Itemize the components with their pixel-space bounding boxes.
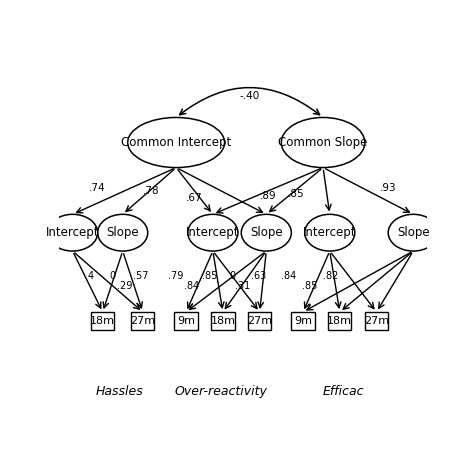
Text: .93: .93 (380, 182, 397, 192)
Text: 27m: 27m (247, 316, 272, 326)
Text: 27m: 27m (364, 316, 389, 326)
Text: .78: .78 (143, 186, 159, 196)
Text: .82: .82 (323, 271, 338, 281)
Ellipse shape (98, 214, 148, 251)
Text: Intercept: Intercept (186, 226, 240, 239)
Text: Intercept: Intercept (46, 226, 100, 239)
Text: Common Intercept: Common Intercept (121, 136, 231, 149)
Text: .89: .89 (260, 191, 276, 201)
Text: Slope: Slope (106, 226, 139, 239)
Ellipse shape (47, 214, 98, 251)
FancyBboxPatch shape (248, 312, 271, 330)
Text: 18m: 18m (210, 316, 236, 326)
Text: Hassles: Hassles (95, 385, 143, 398)
Text: Efficac: Efficac (322, 385, 364, 398)
Text: -.40: -.40 (239, 91, 260, 101)
Text: Intercept: Intercept (303, 226, 356, 239)
Ellipse shape (128, 118, 225, 168)
Text: .85: .85 (202, 271, 217, 281)
FancyBboxPatch shape (292, 312, 315, 330)
Text: Slope: Slope (397, 226, 429, 239)
Text: .85: .85 (302, 281, 318, 291)
Text: .31: .31 (235, 281, 250, 291)
Text: Slope: Slope (250, 226, 283, 239)
FancyBboxPatch shape (328, 312, 351, 330)
FancyBboxPatch shape (365, 312, 388, 330)
FancyArrowPatch shape (180, 88, 319, 115)
Text: .4: .4 (85, 271, 94, 281)
Text: 18m: 18m (327, 316, 352, 326)
FancyBboxPatch shape (131, 312, 155, 330)
Ellipse shape (241, 214, 292, 251)
FancyBboxPatch shape (174, 312, 198, 330)
FancyBboxPatch shape (91, 312, 114, 330)
Ellipse shape (282, 118, 365, 168)
Text: .84: .84 (282, 271, 297, 281)
FancyBboxPatch shape (211, 312, 235, 330)
Text: 9m: 9m (177, 316, 195, 326)
Text: .29: .29 (117, 281, 132, 291)
Ellipse shape (305, 214, 355, 251)
Text: Over-reactivity: Over-reactivity (175, 385, 268, 398)
Text: 18m: 18m (90, 316, 115, 326)
Ellipse shape (188, 214, 238, 251)
Text: .57: .57 (133, 271, 149, 281)
Text: 0: 0 (229, 271, 235, 281)
Ellipse shape (388, 214, 438, 251)
Text: Common Slope: Common Slope (278, 136, 368, 149)
Text: .79: .79 (168, 271, 184, 281)
Text: 0: 0 (109, 271, 116, 281)
Text: .63: .63 (251, 271, 266, 281)
Text: .74: .74 (89, 182, 106, 192)
Text: .84: .84 (184, 281, 200, 291)
Text: 9m: 9m (294, 316, 312, 326)
Text: 27m: 27m (130, 316, 155, 326)
Text: .85: .85 (287, 189, 304, 199)
Text: .67: .67 (186, 192, 203, 202)
